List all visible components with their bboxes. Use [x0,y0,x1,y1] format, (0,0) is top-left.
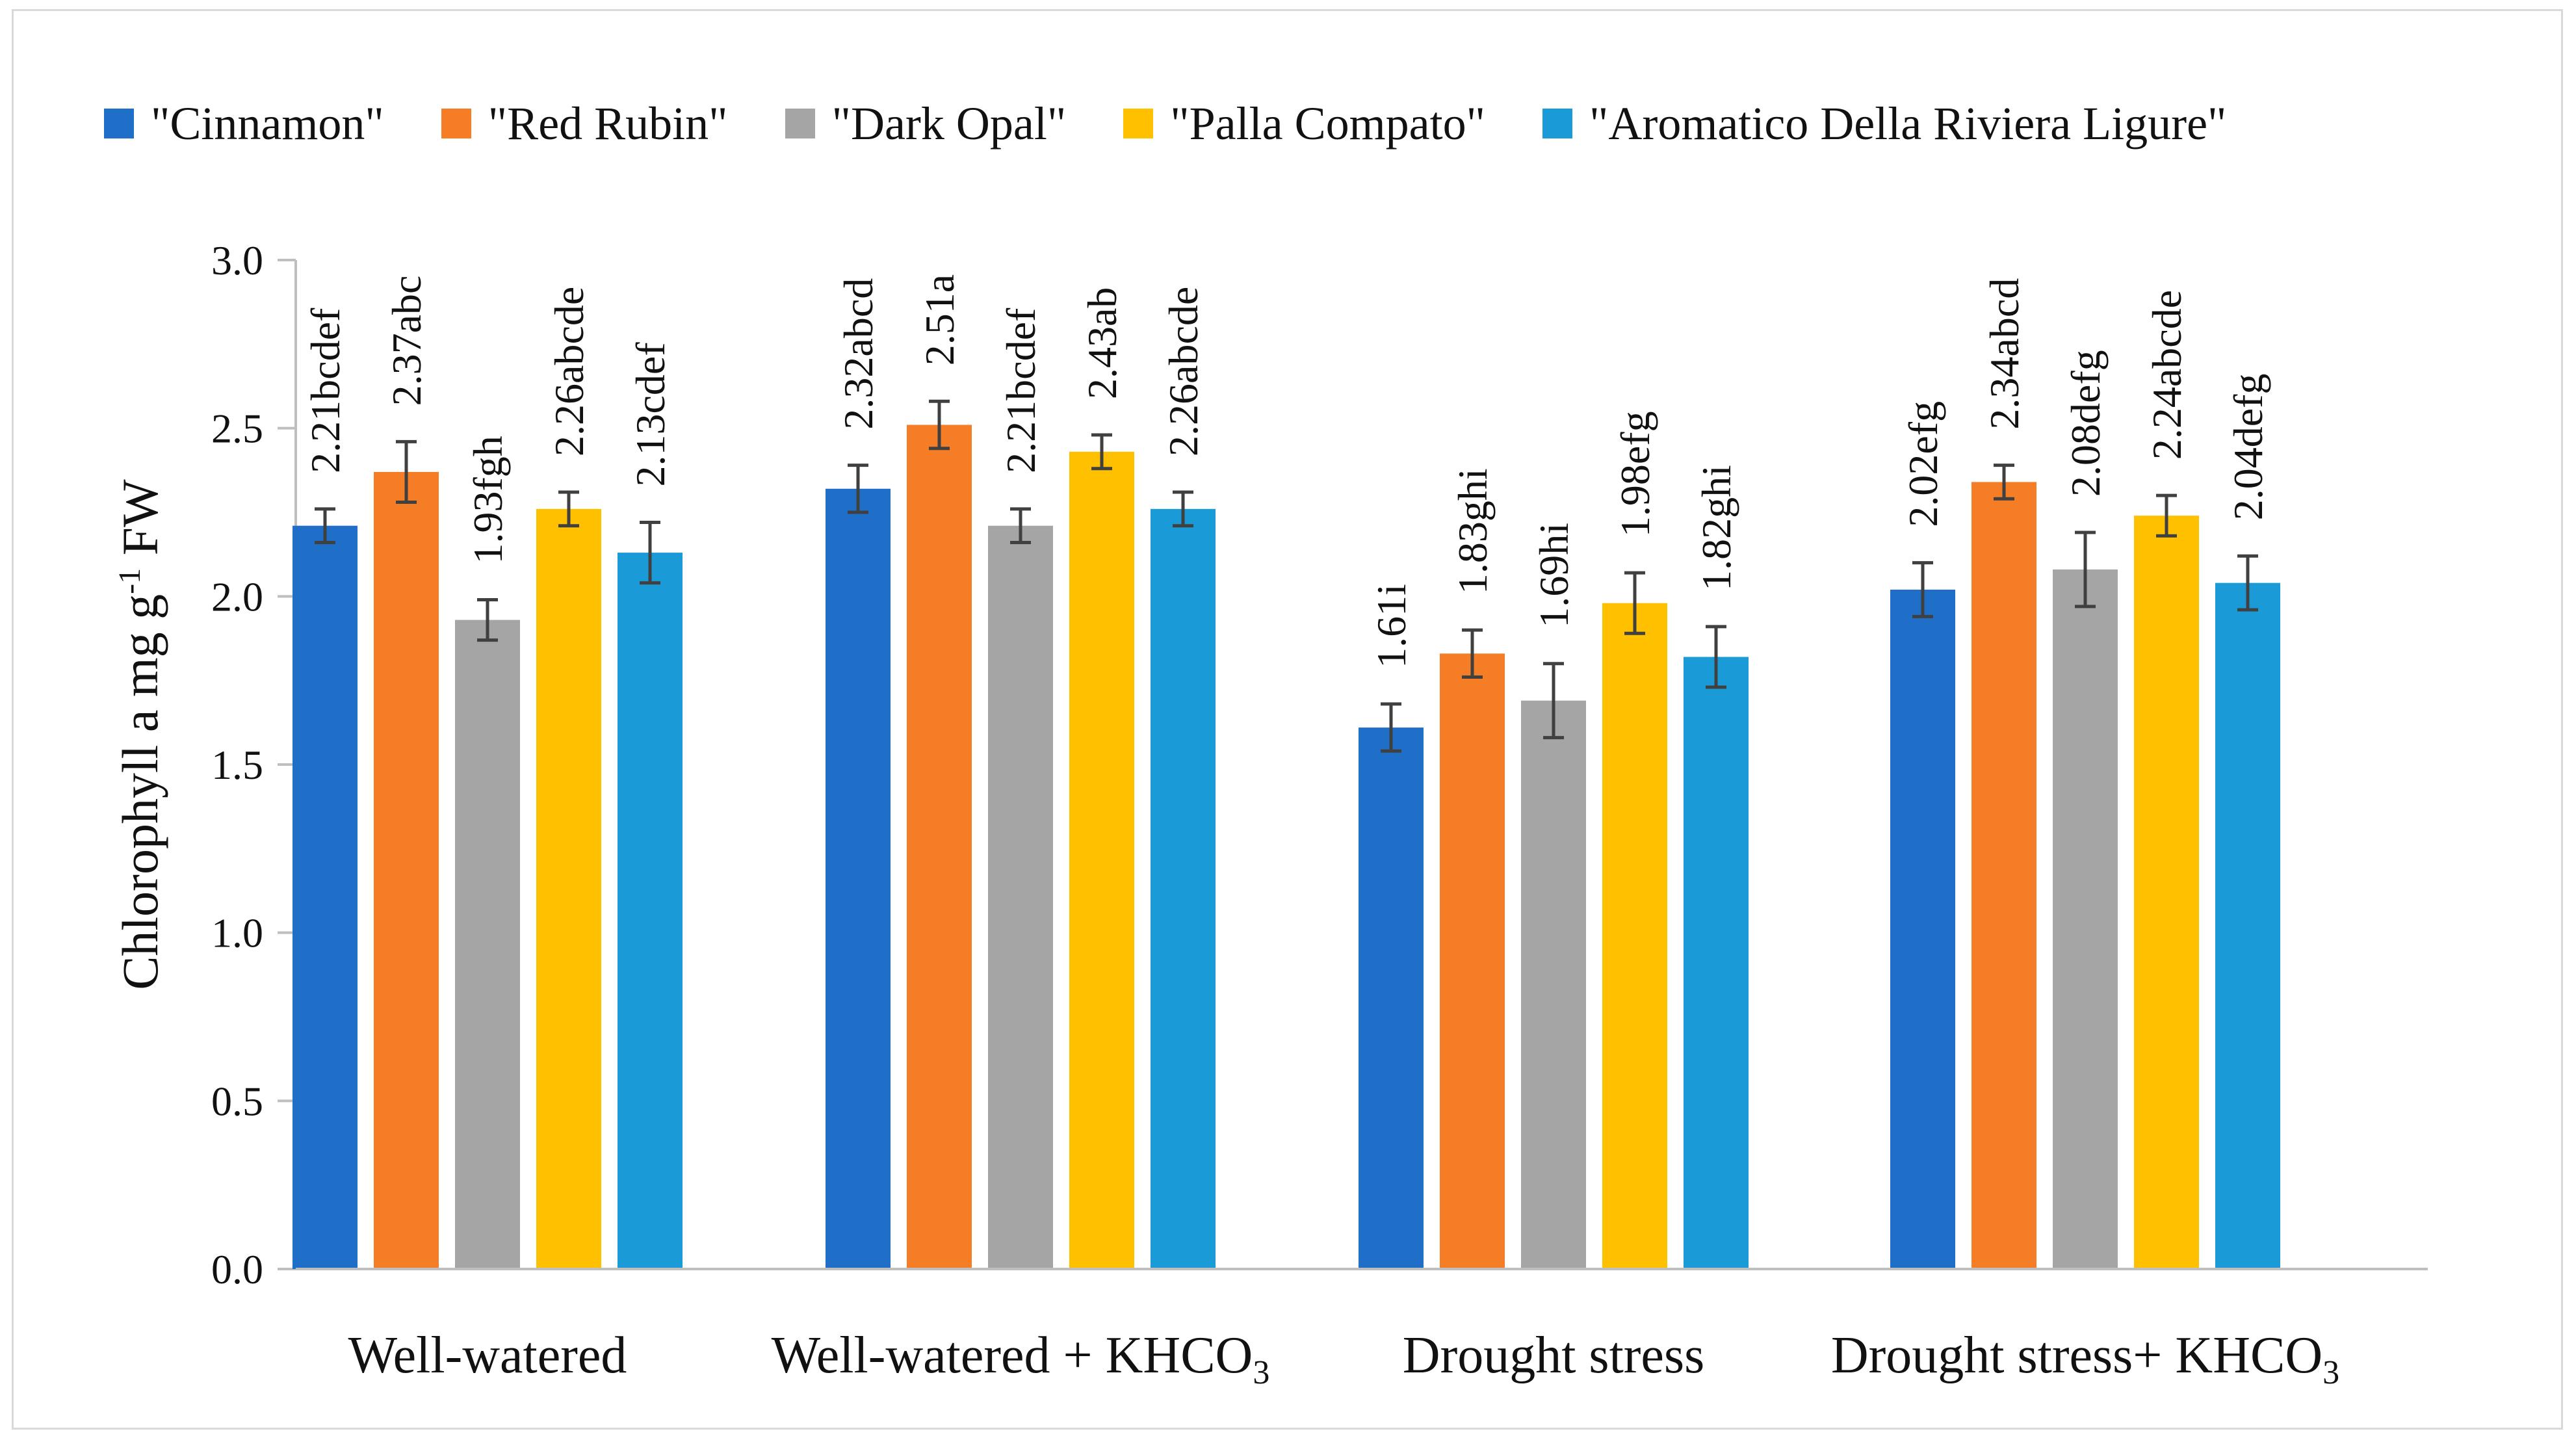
bar [2053,569,2118,1269]
legend: "Cinnamon" "Red Rubin" "Dark Opal" "Palla C… [104,88,2509,159]
legend-item: "Palla Compato" [1123,97,1485,151]
legend-swatch [785,109,815,138]
data-label: 2.26abcde [1160,287,1206,456]
data-label: 2.43ab [1079,287,1125,399]
bar [1359,727,1424,1269]
bar [907,425,972,1269]
bar [455,620,520,1269]
legend-label: "Palla Compato" [1170,97,1485,150]
x-category-label: Drought stress [1402,1327,1705,1384]
legend-label: "Red Rubin" [488,97,728,150]
data-label: 1.82ghi [1693,465,1739,591]
legend-swatch [1542,109,1572,138]
bar [2215,583,2280,1269]
bar [1069,451,1134,1269]
data-label: 2.37abc [384,276,430,406]
y-tick-label: 3.0 [211,237,263,283]
y-tick-label: 0.0 [211,1246,263,1292]
y-tick-label: 2.5 [211,406,263,452]
bar [988,525,1053,1269]
bar [1684,657,1749,1269]
data-label: 2.26abcde [546,287,592,456]
legend-item: "Red Rubin" [441,97,728,151]
data-label: 2.34abcd [1981,278,2027,430]
bar [1440,653,1505,1269]
x-category-label: Drought stress+ KHCO3 [1830,1327,2340,1391]
data-label: 2.04defg [2225,374,2271,521]
data-label: 2.02efg [1900,401,1946,527]
data-label: 2.51a [917,274,963,365]
bar [1151,508,1216,1269]
bar [2134,516,2199,1269]
bar [618,553,683,1269]
legend-item: "Cinnamon" [104,97,384,151]
legend-label: "Cinnamon" [151,97,384,150]
data-label: 1.61i [1368,584,1414,668]
y-tick-label: 0.5 [211,1078,263,1124]
data-label: 1.83ghi [1450,468,1496,594]
data-label: 1.69hi [1531,523,1577,628]
legend-swatch [441,109,471,138]
bar [374,471,439,1270]
data-label: 2.21bcdef [302,308,348,473]
y-tick-label: 1.0 [211,910,263,956]
data-label: 1.98efg [1612,411,1658,537]
data-label: 2.32abcd [835,278,881,430]
bar [1971,482,2036,1270]
data-label: 2.21bcdef [998,308,1044,473]
legend-item: "Dark Opal" [785,97,1067,151]
bar [536,508,601,1269]
bar [1890,589,1955,1269]
bar [826,488,891,1270]
legend-swatch [1123,109,1154,138]
bar [1602,603,1667,1270]
y-tick-label: 2.0 [211,573,263,620]
y-tick-label: 1.5 [211,742,263,788]
legend-swatch [104,109,134,138]
bar [1521,700,1586,1269]
legend-label: "Dark Opal" [831,97,1067,150]
data-label: 2.13cdef [627,342,673,487]
legend-item: "Aromatico Della Riviera Ligure" [1542,97,2226,151]
x-category-label: Well-watered + KHCO3 [771,1327,1270,1391]
data-label: 1.93fgh [465,436,511,564]
x-category-label: Well-watered [348,1327,627,1384]
data-label: 2.08defg [2062,350,2109,497]
legend-label: "Aromatico Della Riviera Ligure" [1589,97,2227,150]
bar [293,525,358,1269]
data-label: 2.24abcde [2144,290,2190,460]
